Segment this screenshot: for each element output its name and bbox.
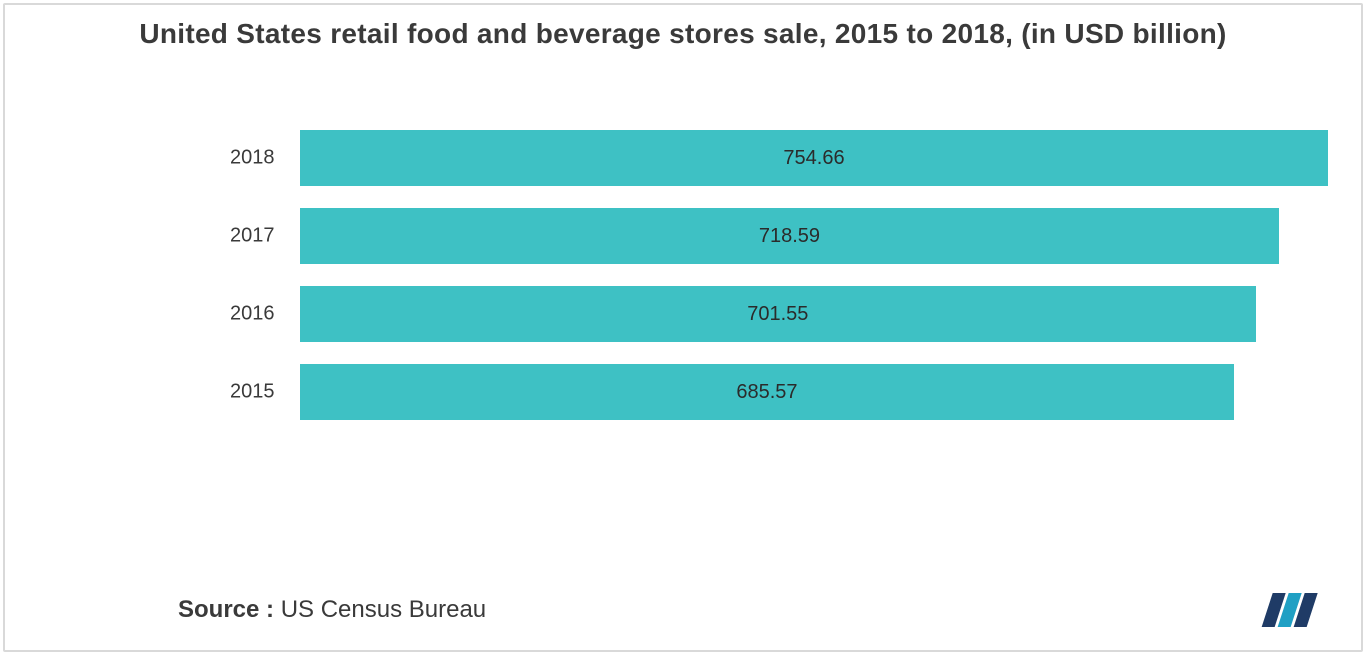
- chart-title: United States retail food and beverage s…: [0, 18, 1366, 50]
- bar-2015: 685.57: [300, 364, 1234, 420]
- bar-label-2018: 2018: [230, 147, 275, 170]
- chart-area: 2018 754.66 2017 718.59 2016 701.55 2015…: [300, 130, 1328, 450]
- bar-row: 2016 701.55: [300, 286, 1328, 342]
- bar-row: 2017 718.59: [300, 208, 1328, 264]
- logo-icon: [1256, 589, 1326, 631]
- bar-label-2016: 2016: [230, 303, 275, 326]
- bar-value-2018: 754.66: [783, 147, 844, 170]
- bar-2018: 754.66: [300, 130, 1328, 186]
- bar-label-2015: 2015: [230, 381, 275, 404]
- bar-label-2017: 2017: [230, 225, 275, 248]
- bar-2017: 718.59: [300, 208, 1279, 264]
- source-label: Source :: [178, 596, 274, 623]
- bar-row: 2018 754.66: [300, 130, 1328, 186]
- bar-row: 2015 685.57: [300, 364, 1328, 420]
- bar-value-2015: 685.57: [736, 381, 797, 404]
- bar-2016: 701.55: [300, 286, 1256, 342]
- bar-value-2016: 701.55: [747, 303, 808, 326]
- source-text: US Census Bureau: [281, 596, 486, 623]
- source: Source : US Census Bureau: [178, 596, 486, 624]
- footer: Source : US Census Bureau: [178, 589, 1326, 631]
- bar-value-2017: 718.59: [759, 225, 820, 248]
